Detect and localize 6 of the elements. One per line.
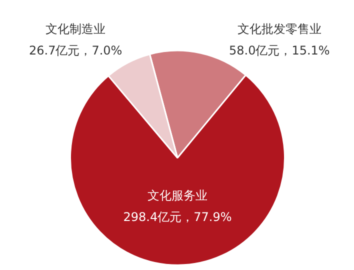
slice-label: 文化服务业 — [148, 188, 208, 202]
slice-label: 文化批发零售业 — [237, 22, 322, 36]
data-label: 58.0亿元，15.1% — [228, 44, 330, 58]
slice-label: 文化制造业 — [46, 22, 106, 36]
data-label: 298.4亿元，77.9% — [123, 210, 232, 224]
data-label: 26.7亿元，7.0% — [28, 44, 122, 58]
